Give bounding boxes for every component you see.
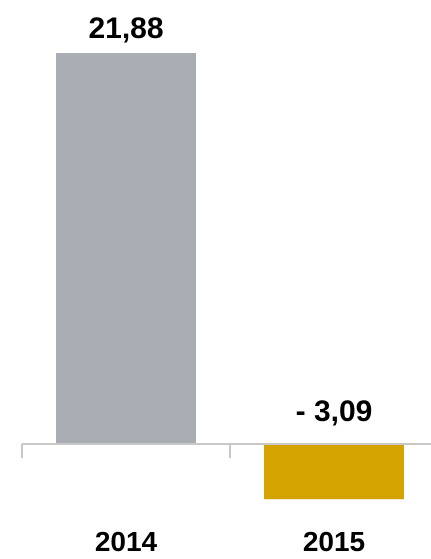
tick-labels-group: 2014 2015	[95, 526, 365, 557]
data-labels-group: 21,88 - 3,09	[88, 12, 372, 428]
bar-2015	[264, 444, 404, 500]
x-tick-label-2015: 2015	[303, 526, 365, 557]
x-axis	[21, 443, 431, 458]
data-label-2015: - 3,09	[296, 395, 373, 428]
bar-2014	[56, 53, 196, 444]
data-label-2014: 21,88	[88, 12, 163, 45]
x-tick-label-2014: 2014	[95, 526, 158, 557]
bars-group	[56, 53, 404, 500]
